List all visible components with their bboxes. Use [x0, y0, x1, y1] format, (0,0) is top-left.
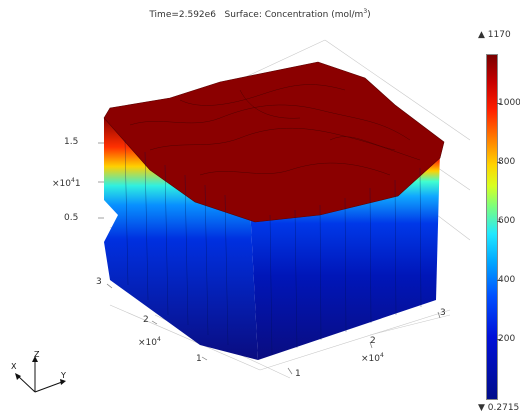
unit-exponent: 3: [363, 8, 368, 15]
plot-title: Time=2.592e6 Surface: Concentration (mol…: [0, 8, 520, 20]
x-tick-3: 3: [96, 277, 102, 287]
cb-tick-mark: [497, 280, 501, 281]
z-tick-1-5: 1.5: [64, 137, 79, 147]
cb-tick-mark: [497, 221, 501, 222]
y-tick-3: 3: [440, 308, 446, 318]
cb-tick-mark: [497, 339, 501, 340]
y-multiplier: ×104: [361, 352, 384, 364]
z-tick-1: 1: [74, 179, 81, 189]
3d-surface-plot[interactable]: [0, 0, 470, 416]
z-multiplier: ×1041: [52, 177, 81, 189]
x-multiplier: ×104: [138, 336, 161, 348]
cb-tick-800: 800: [498, 157, 516, 167]
cb-tick-mark: [497, 103, 501, 104]
z-tick-0-5: 0.5: [64, 213, 79, 223]
colorbar: [486, 54, 498, 400]
surface-label: Surface: Concentration (mol/m: [224, 10, 364, 20]
colorbar-max-label: ▲ 1170: [478, 30, 511, 40]
cb-tick-400: 400: [498, 275, 516, 285]
z-exponent: 4: [71, 177, 75, 184]
cb-tick-600: 600: [498, 216, 516, 226]
triad-y-label: Y: [61, 371, 66, 380]
top-contours: [129, 84, 421, 176]
top-face: [103, 61, 445, 223]
x-multiplier-text: ×10: [138, 338, 157, 348]
side-streaks: [124, 139, 422, 356]
x-exponent: 4: [157, 336, 161, 343]
title-close: ): [367, 10, 371, 20]
time-label: Time=2.592e6: [149, 10, 216, 20]
y-tick-1: 1: [295, 369, 301, 379]
triad-z-label: Z: [34, 350, 40, 359]
z-multiplier-text: ×10: [52, 179, 71, 189]
axis-triad: [15, 356, 66, 393]
triad-x-label: X: [11, 362, 17, 371]
y-multiplier-text: ×10: [361, 354, 380, 364]
colorbar-min-label: ▼ 0.2715: [478, 403, 520, 413]
y-exponent: 4: [380, 352, 384, 359]
x-tick-1: 1: [196, 354, 202, 364]
cb-tick-1000: 1000: [498, 98, 520, 108]
left-face: [104, 118, 258, 360]
x-tick-2: 2: [143, 315, 149, 325]
y-tick-2: 2: [370, 336, 376, 346]
cb-tick-200: 200: [498, 334, 516, 344]
cb-tick-mark: [497, 162, 501, 163]
axis-ticks: [98, 142, 441, 375]
